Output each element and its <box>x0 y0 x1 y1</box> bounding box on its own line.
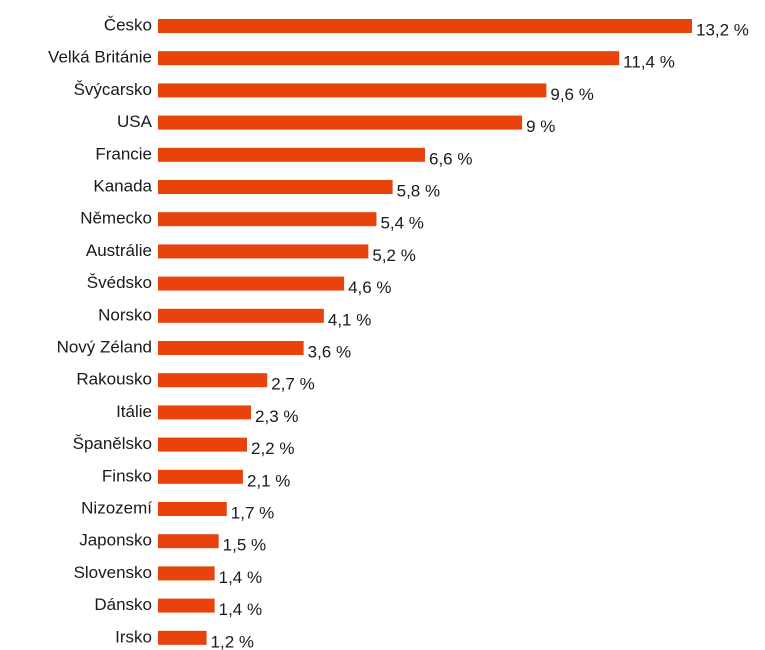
category-label: Švýcarsko <box>74 80 152 99</box>
value-label: 6,6 % <box>429 149 472 168</box>
bar <box>158 276 345 291</box>
bar <box>158 341 304 355</box>
value-label: 4,6 % <box>348 278 391 297</box>
category-label: Austrálie <box>86 241 152 260</box>
bar <box>158 405 252 420</box>
category-label: Švédsko <box>87 273 152 292</box>
value-label: 1,4 % <box>219 568 262 587</box>
value-label: 11,4 % <box>623 53 675 72</box>
category-label: Slovensko <box>74 563 152 582</box>
bar <box>158 147 425 162</box>
value-label: 9,6 % <box>550 85 593 104</box>
category-label: Nizozemí <box>81 498 152 517</box>
value-label: 5,2 % <box>372 246 415 265</box>
value-label: 1,7 % <box>231 503 274 522</box>
value-label: 2,3 % <box>255 407 298 426</box>
bar <box>158 373 268 388</box>
category-label: Norsko <box>98 305 152 324</box>
value-label: 5,8 % <box>397 181 440 200</box>
value-label: 1,5 % <box>223 536 266 555</box>
bar <box>158 308 324 323</box>
category-label: Japonsko <box>79 531 152 550</box>
bar <box>158 469 243 484</box>
category-label: USA <box>117 112 153 131</box>
bar <box>158 630 207 645</box>
category-label: Kanada <box>93 176 152 195</box>
category-label: Finsko <box>102 466 152 485</box>
value-label: 5,4 % <box>380 214 423 233</box>
bar <box>158 51 620 66</box>
bar <box>158 437 247 452</box>
bar <box>158 244 369 259</box>
value-label: 2,7 % <box>271 375 314 394</box>
category-label: Irsko <box>115 627 152 646</box>
value-label: 1,2 % <box>211 632 254 650</box>
value-label: 1,4 % <box>219 600 262 619</box>
category-label: Nový Zéland <box>57 337 152 356</box>
bar <box>158 180 393 194</box>
bar <box>158 19 692 33</box>
value-label: 2,2 % <box>251 439 294 458</box>
bar <box>158 502 227 516</box>
category-label: Velká Británie <box>48 48 152 67</box>
category-label: Itálie <box>116 402 152 421</box>
category-label: Česko <box>104 15 152 34</box>
bar <box>158 83 547 98</box>
value-label: 2,1 % <box>247 471 290 490</box>
category-label: Německo <box>80 209 152 228</box>
bar <box>158 598 215 613</box>
bar <box>158 212 377 227</box>
value-label: 13,2 % <box>696 20 749 39</box>
bar <box>158 115 523 130</box>
category-label: Španělsko <box>73 434 152 453</box>
bar <box>158 534 219 549</box>
value-label: 3,6 % <box>308 342 351 361</box>
value-label: 9 % <box>526 117 555 136</box>
category-label: Rakousko <box>76 370 152 389</box>
category-label: Dánsko <box>94 595 152 614</box>
value-label: 4,1 % <box>328 310 371 329</box>
category-label: Francie <box>95 144 152 163</box>
bar <box>158 566 215 581</box>
